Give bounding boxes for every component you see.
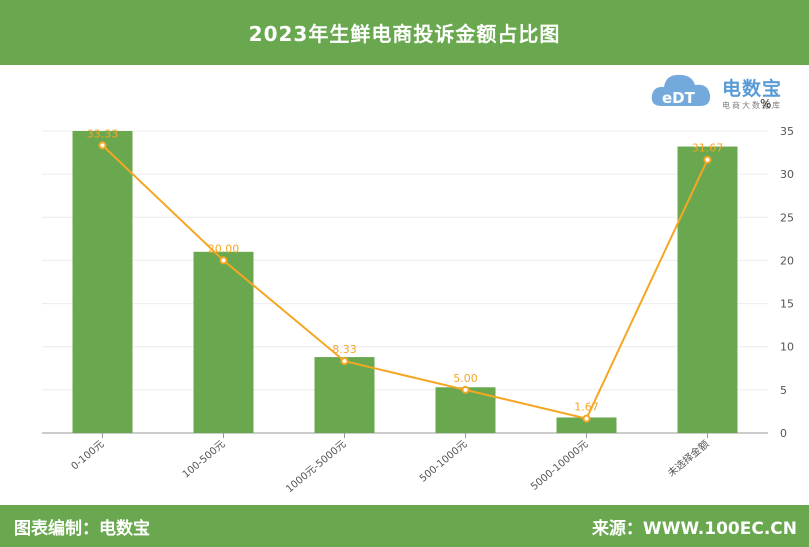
line-point bbox=[461, 385, 470, 394]
x-tick-label: 未选择金额 bbox=[665, 437, 712, 479]
line-path bbox=[101, 144, 709, 420]
y-tick-label: 0 bbox=[780, 427, 787, 440]
data-label: 33.33 bbox=[87, 127, 119, 140]
y-axis: 0 5 10 15 20 25 30 35 bbox=[780, 125, 794, 440]
y-tick-label: 35 bbox=[780, 125, 794, 138]
data-label: 31.67 bbox=[692, 142, 724, 155]
y-tick-label: 10 bbox=[780, 341, 794, 354]
bar bbox=[193, 251, 254, 433]
x-tick-label: 500-1000元 bbox=[418, 439, 470, 485]
data-label: 1.67 bbox=[574, 401, 599, 414]
chart-footer: 图表编制：电数宝 来源：WWW.100EC.CN bbox=[0, 505, 809, 547]
logo-mark: eDT bbox=[662, 89, 696, 107]
line-point bbox=[340, 357, 349, 366]
x-axis: 0-100元 100-500元 1000元-5000元 500-1000元 5000-1… bbox=[69, 433, 711, 495]
data-label: 5.00 bbox=[453, 372, 478, 385]
y-tick-label: 5 bbox=[780, 384, 787, 397]
data-label: 20.00 bbox=[208, 242, 240, 255]
line-series: 33.33 20.00 8.33 5.00 1.67 31.67 bbox=[87, 127, 724, 423]
x-tick-label: 5000-10000元 bbox=[529, 439, 590, 493]
line-point bbox=[582, 414, 591, 423]
y-tick-label: 20 bbox=[780, 254, 794, 267]
line-point bbox=[98, 141, 107, 150]
data-label: 8.33 bbox=[332, 343, 357, 356]
bar bbox=[314, 357, 375, 433]
bar-line-chart: 33.33 20.00 8.33 5.00 1.67 31.67 0 5 10 15 20 25 30… bbox=[42, 125, 794, 495]
x-tick-label: 0-100元 bbox=[69, 439, 106, 473]
x-tick-label: 1000元-5000元 bbox=[284, 439, 348, 495]
chart-title: 2023年生鲜电商投诉金额占比图 bbox=[248, 22, 561, 46]
line-point bbox=[219, 256, 228, 265]
bar-series bbox=[72, 131, 738, 433]
y-unit-label: % bbox=[760, 97, 772, 111]
bar bbox=[677, 146, 738, 433]
logo-brand: 电数宝 bbox=[722, 78, 783, 100]
bar bbox=[556, 417, 617, 433]
logo: eDT 电数宝 电商大数据库 % bbox=[648, 66, 808, 114]
x-tick-label: 100-500元 bbox=[181, 439, 228, 481]
y-tick-label: 25 bbox=[780, 211, 794, 224]
footer-credit: 图表编制：电数宝 bbox=[14, 518, 150, 539]
y-tick-label: 15 bbox=[780, 298, 794, 311]
cloud-logo-icon: eDT bbox=[651, 74, 711, 107]
logo-subtitle: 电商大数据库 bbox=[722, 101, 782, 110]
bar bbox=[72, 131, 133, 433]
line-point bbox=[703, 155, 712, 164]
gridlines bbox=[42, 130, 768, 434]
chart-header: 2023年生鲜电商投诉金额占比图 bbox=[0, 0, 809, 65]
y-tick-label: 30 bbox=[780, 168, 794, 181]
footer-source: 来源：WWW.100EC.CN bbox=[591, 518, 797, 539]
